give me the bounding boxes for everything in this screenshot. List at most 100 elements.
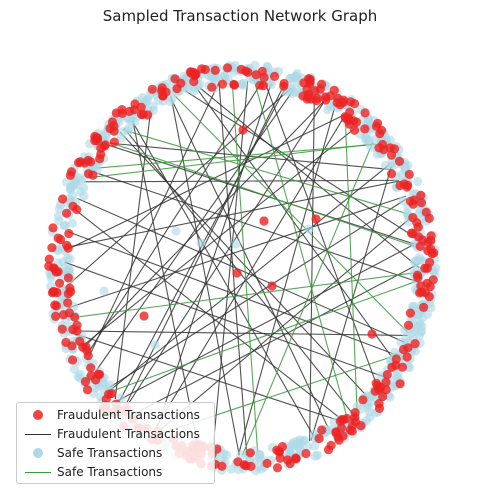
safe-node (141, 95, 152, 106)
safe-edge (108, 279, 420, 393)
safe-node (67, 218, 77, 228)
fraud-node (75, 157, 85, 167)
safe-node (413, 177, 423, 187)
fraud-node (279, 81, 289, 91)
fraud-edge (155, 83, 272, 432)
legend-marker-fraud-edge (25, 434, 51, 435)
fraud-node (394, 156, 405, 166)
safe-node (101, 132, 111, 142)
fraud-edge (67, 231, 399, 357)
safe-node (99, 286, 109, 296)
safe-node (55, 204, 65, 214)
safe-node (196, 238, 206, 248)
fraud-node (408, 229, 418, 239)
safe-node (255, 449, 265, 460)
safe-node (231, 239, 241, 249)
fraud-node (86, 363, 96, 373)
fraud-node (246, 461, 256, 471)
fraud-node (416, 198, 427, 208)
fraud-node (207, 82, 217, 92)
edge-layer (64, 80, 420, 456)
safe-node (284, 447, 294, 457)
fraud-node (305, 74, 315, 84)
fraud-node (232, 268, 242, 278)
fraud-node (350, 412, 360, 422)
safe-edge (86, 143, 375, 179)
safe-edge (110, 142, 419, 249)
safe-node (417, 326, 427, 336)
fraud-node (82, 385, 93, 395)
fraud-node (58, 194, 68, 204)
fraud-node (70, 312, 80, 322)
safe-node (325, 101, 335, 112)
safe-node (69, 364, 79, 374)
fraud-node (410, 339, 420, 349)
safe-node (292, 73, 302, 83)
fraud-node (399, 179, 409, 189)
chart-title: Sampled Transaction Network Graph (102, 7, 378, 25)
legend-marker-safe-edge (25, 472, 51, 473)
fraud-node (243, 67, 253, 77)
fraud-edge (310, 166, 392, 441)
safe-node (414, 253, 424, 263)
safe-node (299, 435, 309, 446)
fraud-node (346, 97, 356, 107)
legend-marker-fraud-node (33, 410, 43, 420)
fraud-node (238, 125, 248, 135)
legend-label-fraud-edge: Fraudulent Transactions (57, 427, 200, 441)
safe-node (58, 257, 68, 267)
fraud-node (337, 415, 347, 425)
fraud-node (49, 287, 60, 297)
safe-edge (173, 94, 409, 334)
fraud-node (418, 235, 428, 245)
fraud-node (65, 170, 75, 180)
fraud-node (267, 281, 277, 291)
fraud-edge (108, 163, 391, 392)
fraud-node (53, 233, 63, 243)
fraud-node (80, 377, 90, 387)
legend-label-safe-node: Safe Transactions (57, 446, 163, 460)
safe-node (385, 135, 395, 145)
fraud-node (374, 403, 385, 413)
fraud-node (255, 80, 265, 90)
fraud-node (63, 289, 73, 299)
fraud-node (270, 71, 280, 81)
fraud-node (417, 287, 427, 297)
fraud-node (340, 112, 350, 122)
fraud-node (88, 170, 98, 180)
fraud-node (416, 190, 426, 200)
legend-entry-fraud-node: Fraudulent Transactions (25, 406, 200, 424)
safe-node (150, 340, 160, 350)
fraud-edge (84, 179, 399, 183)
fraud-edge (90, 170, 420, 283)
fraud-node (117, 105, 127, 115)
fraud-node (90, 131, 100, 142)
safe-node (219, 71, 229, 81)
fraud-node (48, 223, 58, 233)
safe-edge (231, 81, 259, 455)
safe-node (254, 462, 264, 472)
fraud-edge (169, 96, 331, 432)
fraud-node (358, 395, 368, 405)
fraud-node (381, 377, 391, 387)
fraud-node (398, 344, 408, 355)
fraud-node (397, 362, 408, 372)
fraud-node (257, 66, 267, 76)
fraud-node (96, 149, 106, 159)
fraud-node (136, 109, 147, 120)
fraud-node (210, 65, 220, 75)
fraud-node (405, 308, 415, 318)
fraud-node (404, 169, 414, 179)
fraud-node (49, 263, 59, 273)
safe-node (79, 191, 89, 201)
fraud-node (333, 432, 343, 442)
safe-edge (122, 129, 413, 216)
safe-edge (70, 271, 420, 319)
safe-node (398, 196, 408, 206)
fraud-edge (85, 81, 263, 357)
legend-entry-safe-edge: Safe Transactions (25, 463, 162, 481)
safe-edge (241, 141, 374, 456)
fraud-node (277, 442, 287, 452)
fraud-edge (131, 263, 420, 416)
fraud-edge (109, 142, 394, 171)
